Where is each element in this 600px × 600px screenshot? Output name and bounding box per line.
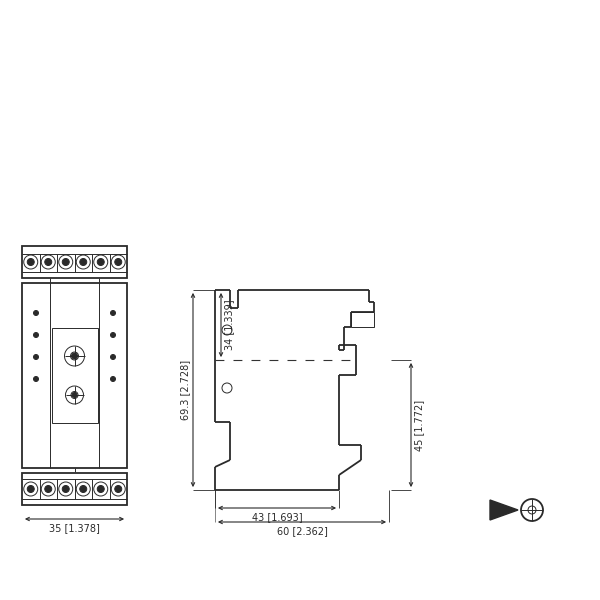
Bar: [22, 473, 127, 505]
Circle shape: [110, 311, 115, 316]
Circle shape: [34, 355, 38, 359]
Circle shape: [27, 485, 34, 493]
Bar: [22, 283, 127, 468]
Circle shape: [80, 485, 87, 493]
Bar: [22, 246, 127, 278]
Circle shape: [65, 346, 85, 366]
Circle shape: [80, 259, 87, 265]
Circle shape: [59, 482, 73, 496]
Text: 60 [2.362]: 60 [2.362]: [277, 526, 328, 536]
Circle shape: [45, 485, 52, 493]
Circle shape: [62, 485, 69, 493]
Circle shape: [41, 482, 55, 496]
Circle shape: [59, 255, 73, 269]
Circle shape: [528, 506, 536, 514]
Circle shape: [34, 332, 38, 337]
Circle shape: [24, 255, 38, 269]
Circle shape: [222, 325, 232, 335]
Circle shape: [110, 332, 115, 337]
Circle shape: [34, 311, 38, 316]
Circle shape: [222, 383, 232, 393]
Circle shape: [115, 259, 122, 265]
Text: 45 [1.772]: 45 [1.772]: [414, 400, 424, 451]
Bar: [351, 312, 374, 327]
Text: 35 [1.378]: 35 [1.378]: [49, 523, 100, 533]
Circle shape: [97, 485, 104, 493]
Circle shape: [110, 355, 115, 359]
Circle shape: [24, 482, 38, 496]
Circle shape: [97, 259, 104, 265]
Circle shape: [71, 352, 79, 360]
Circle shape: [72, 392, 77, 397]
Circle shape: [521, 499, 543, 521]
Circle shape: [71, 391, 78, 398]
Circle shape: [111, 482, 125, 496]
Circle shape: [76, 482, 90, 496]
Circle shape: [27, 259, 34, 265]
Polygon shape: [490, 500, 518, 520]
Text: 69.3 [2.728]: 69.3 [2.728]: [180, 360, 190, 420]
Circle shape: [45, 259, 52, 265]
Circle shape: [62, 259, 69, 265]
Circle shape: [94, 255, 108, 269]
Circle shape: [110, 377, 115, 382]
Circle shape: [34, 377, 38, 382]
Text: 43 [1.693]: 43 [1.693]: [251, 512, 302, 522]
Circle shape: [65, 386, 83, 404]
Text: 34 [1.339]: 34 [1.339]: [224, 299, 234, 350]
Circle shape: [111, 255, 125, 269]
Circle shape: [115, 485, 122, 493]
Circle shape: [76, 255, 90, 269]
Circle shape: [94, 482, 108, 496]
Circle shape: [41, 255, 55, 269]
Circle shape: [71, 353, 77, 359]
Bar: [52, 328, 98, 423]
